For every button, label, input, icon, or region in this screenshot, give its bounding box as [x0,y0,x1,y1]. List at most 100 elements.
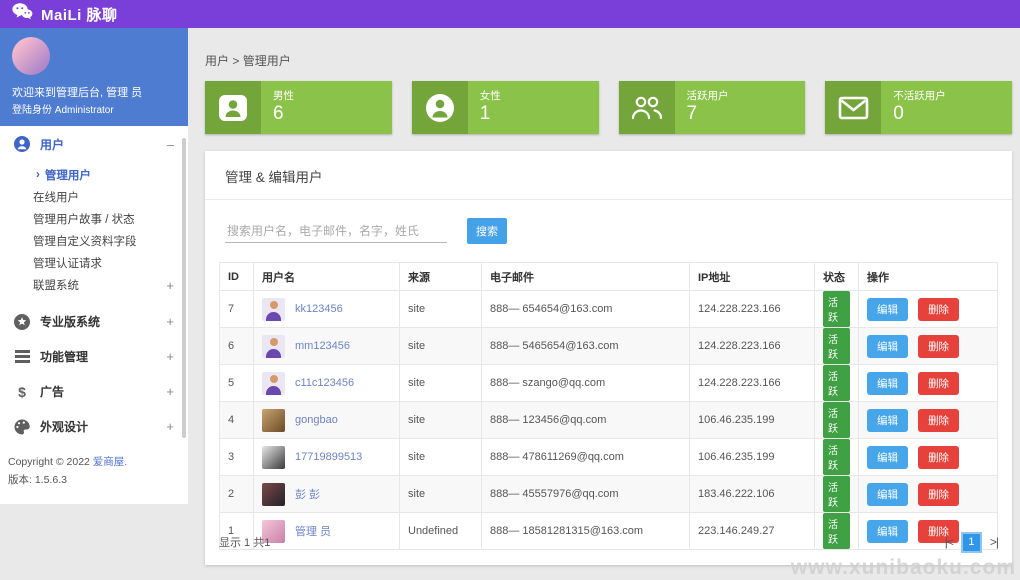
submenu-item[interactable]: 管理用户故事 / 状态 [0,208,188,230]
table-row: 2 彭 彭 site 888— 45557976@qq.com 183.46.2… [219,475,998,513]
wechat-logo-icon [12,3,33,25]
cell-source: site [399,438,482,476]
admin-avatar[interactable] [12,37,50,75]
stat-value: 6 [273,103,284,124]
delete-button[interactable]: 删除 [918,297,960,321]
cell-ip: 223.146.249.27 [689,512,815,550]
app-title: MaiLi 脉聊 [41,6,118,24]
table-header-row: ID 用户名 来源 电子邮件 IP地址 状态 操作 [219,262,998,291]
breadcrumb: 用户 > 管理用户 [205,52,1012,69]
submenu-item-label: 管理认证请求 [33,258,102,270]
table-row: 1 管理 员 Undefined 888— 18581281315@163.co… [219,512,998,550]
cell-actions: 编辑 删除 [858,327,998,365]
expand-icon: + [166,314,174,329]
user-avatar [262,445,285,469]
username-link[interactable]: 彭 彭 [295,489,321,501]
copyright-link[interactable]: 爱商屋. [92,456,128,468]
table-row: 7 kk123456 site 888— 654654@163.com 124.… [219,290,998,328]
last-page-icon[interactable]: >| [989,535,999,549]
breadcrumb-parent[interactable]: 用户 [205,54,230,68]
role-text: 登陆身份 Administrator [12,105,114,117]
sidebar-item-feature-management[interactable]: 功能管理 + [0,339,188,374]
user-avatar [262,297,285,321]
delete-button[interactable]: 删除 [918,519,960,543]
submenu-item[interactable]: 在线用户 [0,186,188,208]
cell-actions: 编辑 删除 [858,401,998,439]
submenu-item-label: 管理用户故事 / 状态 [33,214,135,226]
edit-button[interactable]: 编辑 [867,482,908,506]
copyright-text: Copyright © 2022 [8,456,93,468]
stat-cards: 男性 6 女性 1 [205,81,1012,134]
search-button[interactable]: 搜索 [467,218,507,244]
cell-id: 5 [219,364,254,402]
cell-ip: 106.46.235.199 [689,401,815,439]
username-link[interactable]: c11c123456 [295,377,355,389]
username-link[interactable]: 17719899513 [295,451,363,463]
user-avatar [262,519,285,543]
users-table: ID 用户名 来源 电子邮件 IP地址 状态 操作 7 [219,262,998,550]
delete-button[interactable]: 删除 [918,445,960,469]
copyright: Copyright © 2022 爱商屋. 版本: 1.5.6.3 [0,444,188,500]
col-header-username: 用户名 [253,262,400,291]
cell-source: Undefined [399,512,482,550]
expand-icon: + [166,419,174,434]
sidebar-scrollbar[interactable] [182,138,186,438]
edit-button[interactable]: 编辑 [867,371,908,395]
page-1-button[interactable]: 1 [960,531,982,553]
edit-button[interactable]: 编辑 [867,334,908,358]
sidebar-item-label: 广告 [40,385,65,399]
cell-status: 活跃 [814,290,859,328]
sidebar-item-users[interactable]: 用户 – [0,126,188,162]
stat-card-female: 女性 1 [411,81,599,134]
cell-username: kk123456 [253,290,400,328]
edit-button[interactable]: 编辑 [867,519,908,543]
delete-button[interactable]: 删除 [918,334,960,358]
cell-email: 888— 45557976@qq.com [481,475,690,513]
table-row: 4 gongbao site 888— 123456@qq.com 106.46… [219,401,998,439]
submenu-item-label: 联盟系统 [33,280,79,292]
submenu-item[interactable]: 联盟系统 + [0,274,188,296]
username-link[interactable]: kk123456 [295,303,343,315]
cell-email: 888— 654654@163.com [481,290,690,328]
first-page-icon[interactable]: |< [944,535,954,549]
col-header-status: 状态 [814,262,859,291]
search-row: 搜索 [205,200,1012,254]
submenu-item[interactable]: 管理认证请求 [0,252,188,274]
star-circle-icon [14,313,30,330]
cell-id: 6 [219,327,254,365]
submenu-item[interactable]: › 管理用户 [0,164,188,186]
submenu-item-label: 在线用户 [33,192,79,204]
col-header-actions: 操作 [858,262,998,291]
cell-ip: 124.228.223.166 [689,364,815,402]
username-link[interactable]: 管理 员 [295,526,332,538]
edit-button[interactable]: 编辑 [867,445,908,469]
edit-button[interactable]: 编辑 [867,408,908,432]
sidebar-item-pro-system[interactable]: 专业版系统 + [0,304,188,339]
delete-button[interactable]: 删除 [918,482,960,506]
search-input[interactable] [225,219,447,243]
welcome-text: 欢迎来到管理后台, 管理 员 [12,87,143,99]
stat-label: 男性 [273,90,294,102]
sidebar-item-appearance[interactable]: 外观设计 + [0,409,188,444]
delete-button[interactable]: 删除 [918,408,960,432]
watermark: www.xunibaoku.com [790,556,1016,579]
sidebar-item-label: 专业版系统 [40,315,101,329]
status-badge: 活跃 [823,439,850,475]
stat-value: 7 [686,103,698,124]
cell-source: site [399,290,482,328]
submenu-item[interactable]: 管理自定义资料字段 [0,230,188,252]
sidebar-item-ads[interactable]: 广告 + [0,374,188,409]
status-badge: 活跃 [823,328,850,364]
delete-button[interactable]: 删除 [918,371,960,395]
table-row: 3 17719899513 site 888— 478611269@qq.com… [219,438,998,476]
users-group-icon [618,81,675,134]
cell-username: gongbao [253,401,400,439]
user-avatar [262,408,285,432]
status-badge: 活跃 [823,291,850,327]
username-link[interactable]: mm123456 [295,340,351,352]
stat-card-inactive-users: 不活跃用户 0 [825,81,1012,134]
cell-username: 彭 彭 [253,475,400,513]
col-header-email: 电子邮件 [481,262,690,291]
edit-button[interactable]: 编辑 [867,297,908,321]
username-link[interactable]: gongbao [295,414,338,426]
